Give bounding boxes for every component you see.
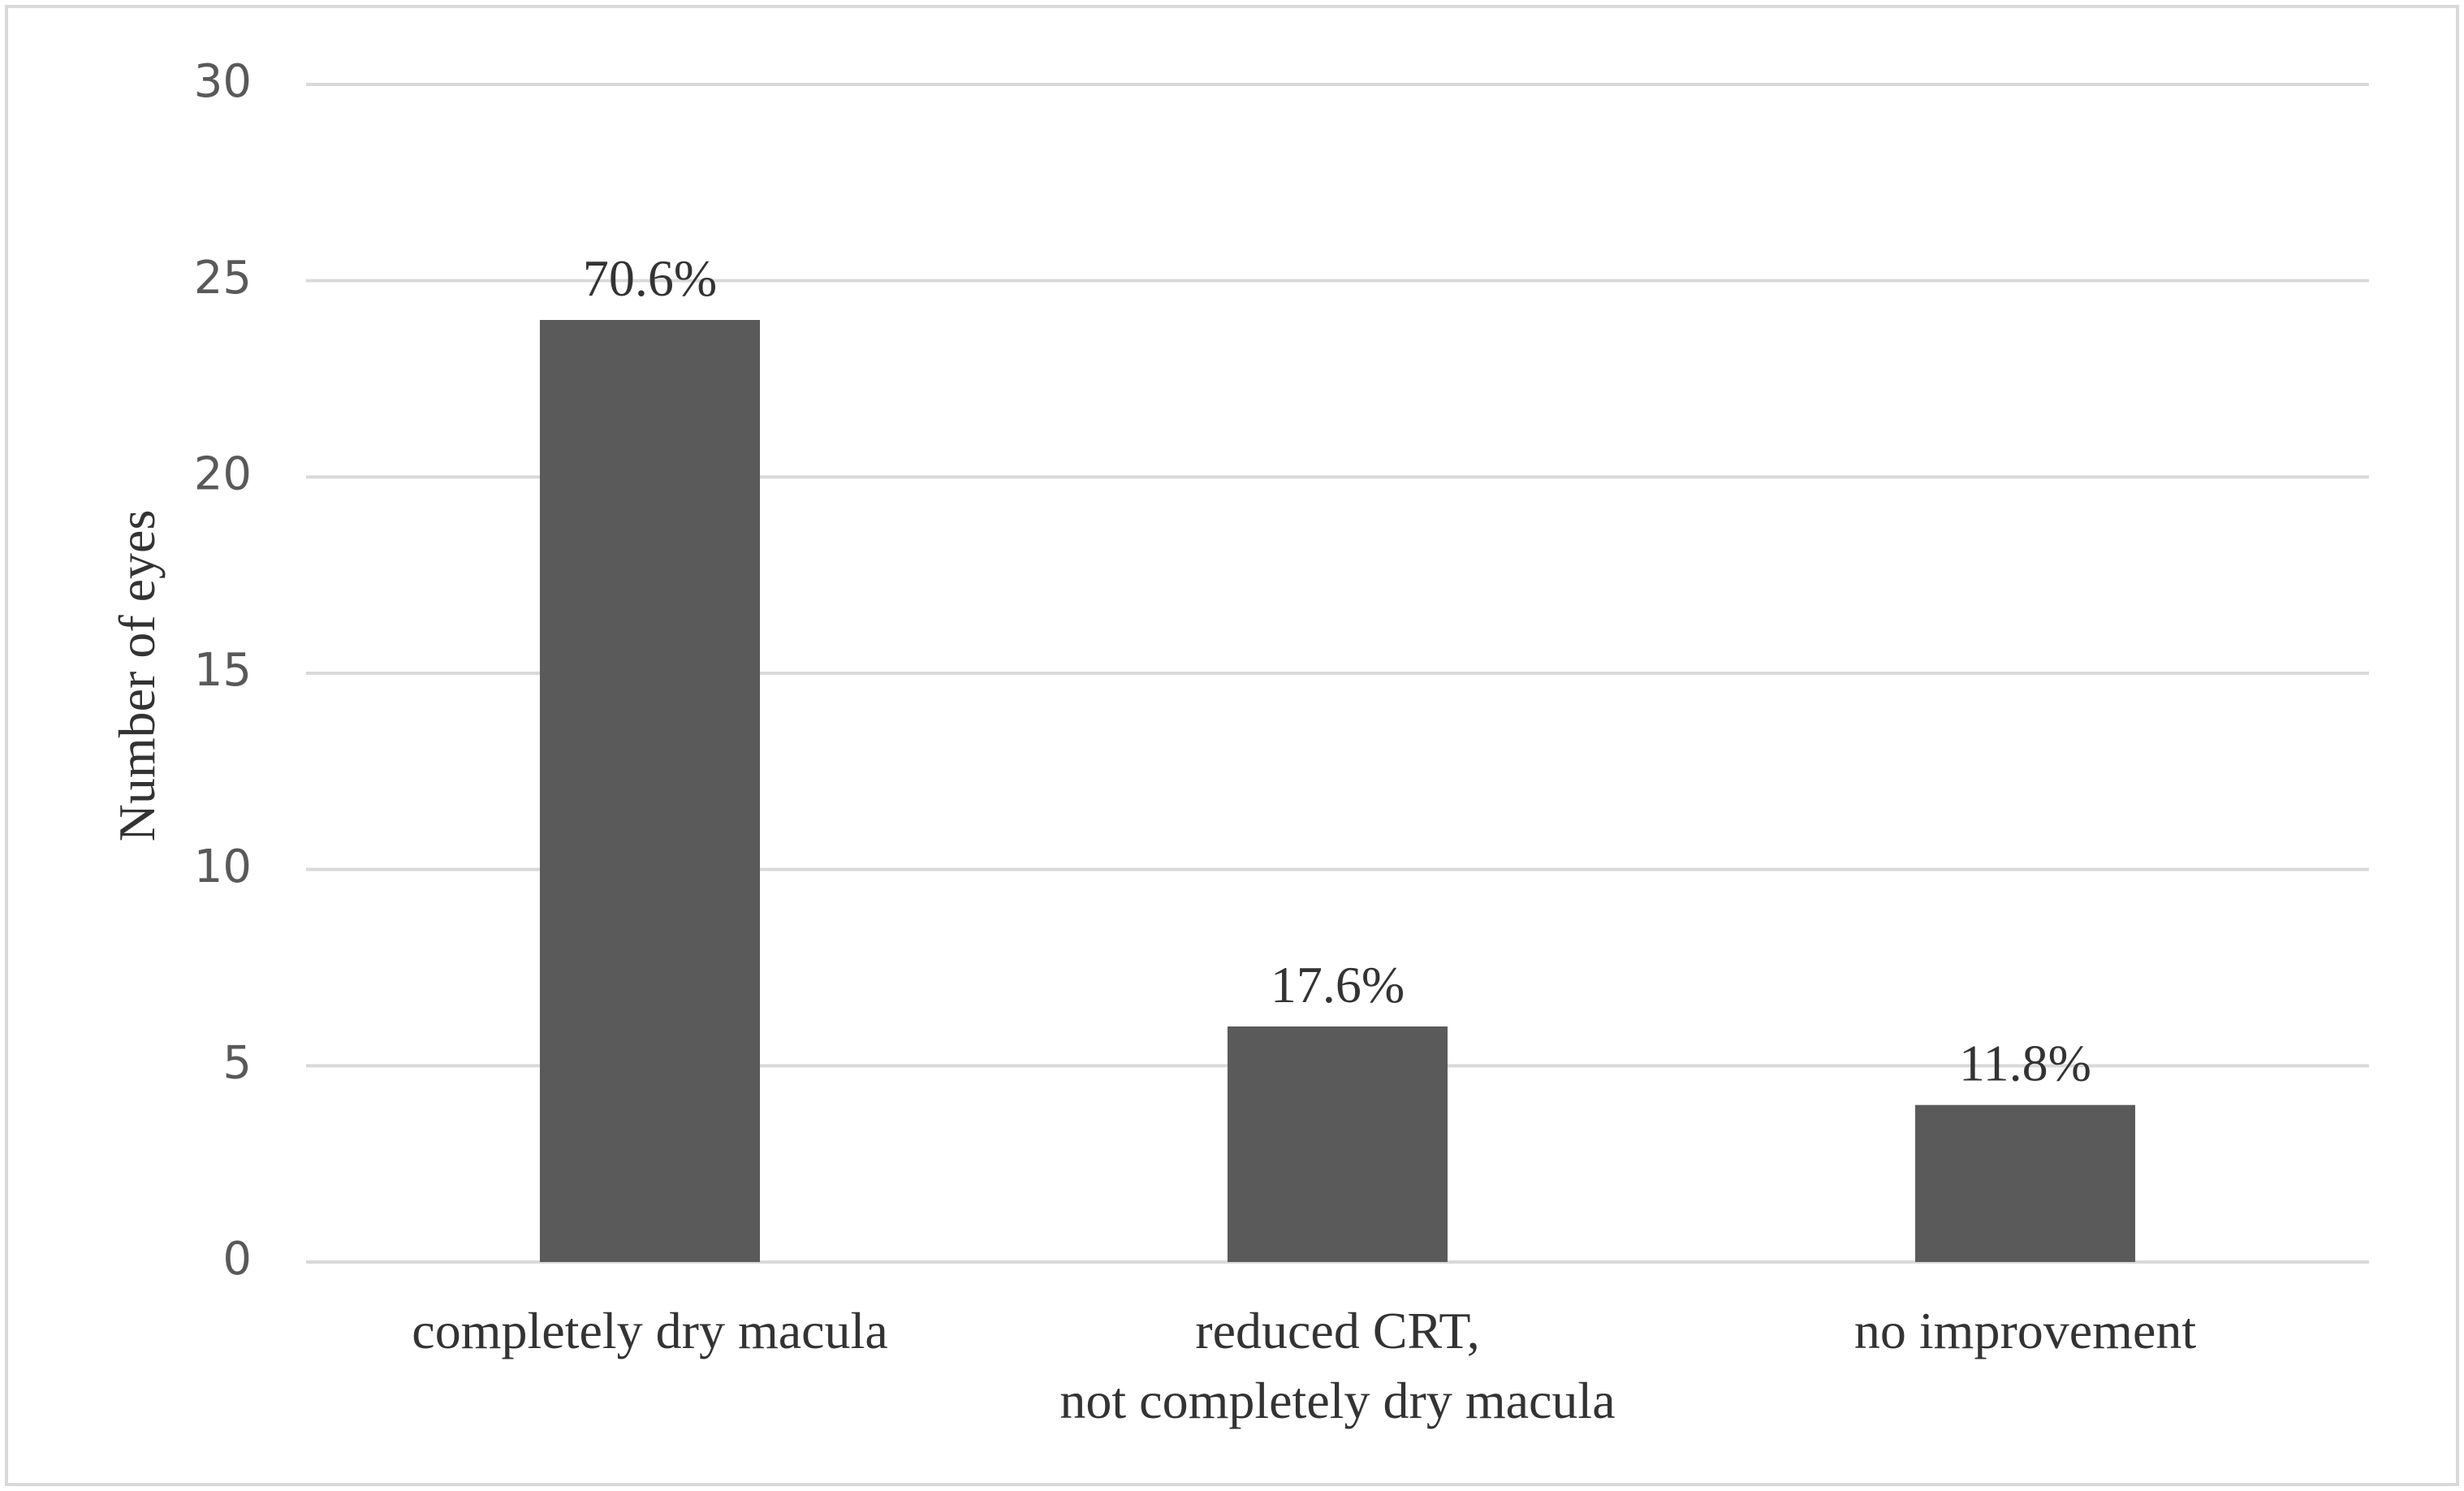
x-tick-label-line: reduced CRT, (1195, 1302, 1479, 1359)
x-tick-label-line: no improvement (1854, 1302, 2196, 1359)
bar (539, 320, 761, 1262)
x-tick-label: reduced CRT, not completely dry macula (1059, 1302, 1615, 1429)
y-tick-label: 15 (194, 644, 252, 697)
y-tick-label: 30 (194, 55, 252, 108)
bar (1914, 1104, 2136, 1262)
y-tick-label: 20 (194, 447, 252, 500)
bar-label: 11.8% (1959, 1035, 2091, 1092)
x-tick-label-line: completely dry macula (412, 1302, 887, 1359)
bar (1227, 1026, 1448, 1262)
bar-label: 70.6% (583, 249, 717, 307)
y-tick-label: 10 (194, 841, 252, 893)
y-tick-label: 25 (194, 252, 252, 305)
bar-label: 17.6% (1271, 956, 1405, 1013)
y-axis-title: Number of eyes (108, 510, 166, 842)
y-tick-label: 5 (222, 1036, 252, 1089)
x-tick-label: no improvement (1854, 1302, 2196, 1359)
x-tick-label-line: not completely dry macula (1059, 1372, 1615, 1429)
x-tick-label: completely dry macula (412, 1302, 887, 1359)
y-tick-label: 0 (222, 1233, 252, 1286)
